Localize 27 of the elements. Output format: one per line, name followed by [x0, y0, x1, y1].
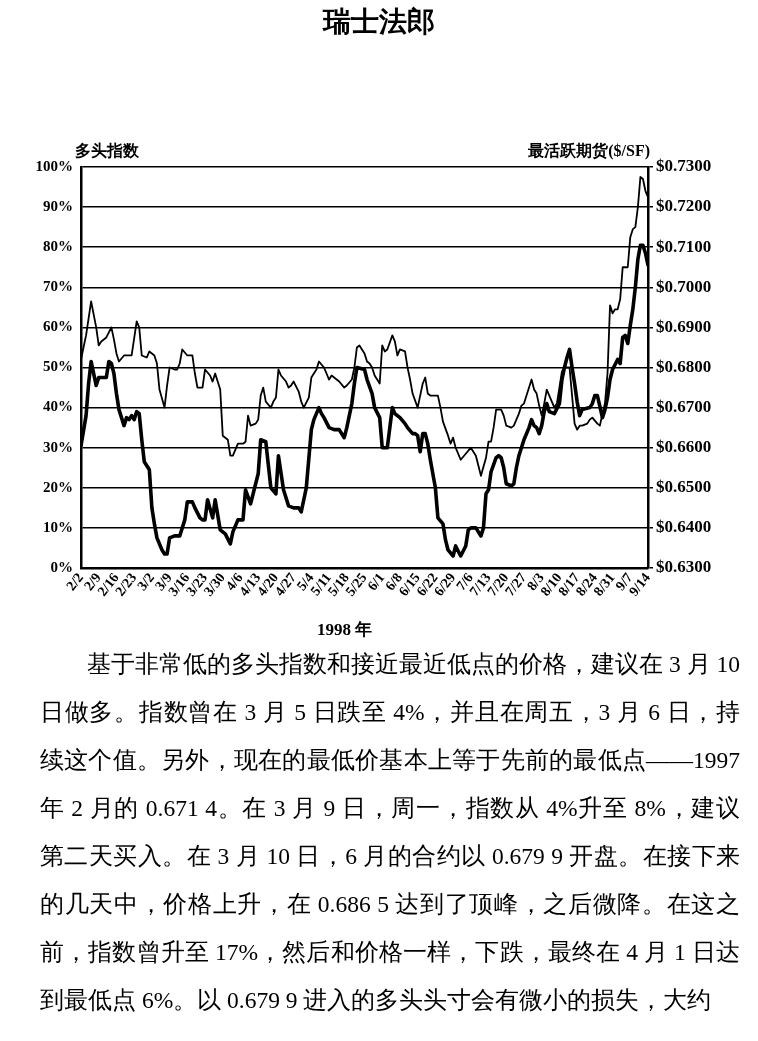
text: 基于非常低的多头指数和接近最近低点的价格，建议在 3 月 10 日做多。指数曾在 3 月 5 日跌至 4%，并且在周五，3 月 6 日，持续这个值。另外，现在的最低价基本上等于先前的最低点——1997 年 2 月的 0.671 4。在 3 月 9 日，周一，指数从 4%升至 8%，建议第二天买入。在 3 月 10 日，6 月的合约以 0.679 9 开盘。在接下来的几天中，价格上升，在 0.686 5 达到了顶峰，之后微降。在这之前，指数曾升至 17%，然后和价格一样，下跌，最终在 4 月 1 日达到最低点 6%。以 0.679 9 进入的多头头寸会有微小的损失，大约	[40, 650, 740, 1015]
y-tick-label: 100%	[35, 157, 73, 174]
y2-tick-label: $0.7000	[656, 276, 712, 296]
y-tick-label: 0%	[50, 558, 73, 575]
y2-tick-label: $0.6800	[656, 356, 712, 376]
y2-tick-label: $0.7300	[656, 156, 712, 176]
y-axis-title: 多头指数	[75, 142, 140, 160]
y-tick-label: 90%	[43, 197, 73, 214]
y2-tick-label: $0.6300	[656, 557, 712, 577]
y-tick-label: 20%	[43, 478, 73, 495]
y2-tick-label: $0.6900	[656, 316, 712, 336]
y2-tick-label: $0.6500	[656, 477, 712, 497]
y-tick-label: 40%	[43, 398, 73, 415]
y-tick-label: 30%	[43, 438, 73, 455]
y-tick-label: 50%	[43, 358, 73, 375]
y2-tick-label: $0.7200	[656, 196, 712, 216]
y2-tick-label: $0.6400	[656, 517, 712, 537]
y-tick-label: 70%	[43, 278, 73, 295]
y2-tick-label: $0.6600	[656, 437, 712, 457]
chart-title: 瑞士法郎	[322, 6, 435, 38]
y-tick-label: 60%	[43, 318, 73, 335]
x-axis-title: 1998 年	[316, 620, 373, 640]
y2-axis-title: 最活跃期货($/SF)	[527, 142, 650, 161]
y2-tick-label: $0.6700	[656, 396, 712, 416]
y-tick-label: 80%	[43, 238, 73, 255]
y-tick-label: 10%	[43, 518, 73, 535]
y2-tick-label: $0.7100	[656, 236, 712, 256]
